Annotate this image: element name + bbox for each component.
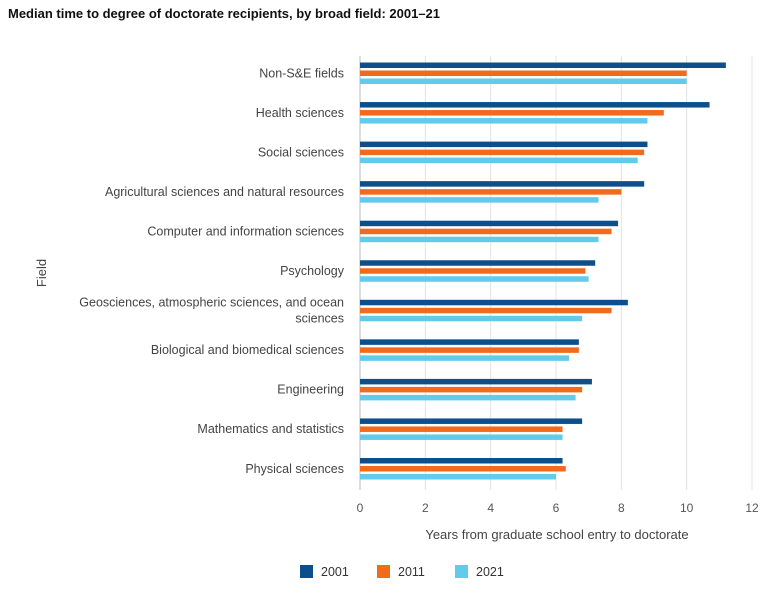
x-tick-label: 10: [680, 501, 694, 515]
legend-swatch-2021: [455, 565, 468, 578]
bar-2011: [360, 228, 612, 235]
bar-2011: [360, 149, 645, 156]
category-label: sciences: [295, 312, 344, 326]
bar-2021: [360, 315, 583, 322]
bar-2011: [360, 347, 579, 353]
bar-2011: [360, 110, 664, 116]
bar-2021: [360, 355, 570, 361]
category-label: Geosciences, atmospheric sciences, and o…: [79, 296, 344, 310]
legend-swatch-2001: [300, 565, 313, 578]
category-label: Social sciences: [258, 145, 344, 159]
x-tick-label: 4: [487, 501, 494, 515]
x-tick-label: 2: [422, 501, 429, 515]
bar-2001: [360, 141, 648, 148]
category-label: Psychology: [280, 264, 345, 278]
y-axis-title: Field: [34, 259, 49, 287]
bar-2021: [360, 474, 556, 480]
category-label: Non-S&E fields: [259, 66, 344, 80]
bar-2001: [360, 181, 645, 187]
bar-2011: [360, 268, 586, 274]
bar-2001: [360, 299, 628, 306]
x-tick-label: 0: [357, 501, 364, 515]
bar-2021: [360, 197, 599, 203]
bar-2011: [360, 307, 612, 314]
bar-2001: [360, 62, 726, 68]
bar-2001: [360, 260, 596, 266]
category-label: Computer and information sciences: [147, 224, 344, 238]
bar-2021: [360, 434, 563, 440]
bar-2021: [360, 276, 589, 282]
category-label: Biological and biomedical sciences: [151, 343, 344, 357]
legend-label: 2021: [476, 565, 504, 579]
category-label: Physical sciences: [245, 462, 344, 476]
bar-2021: [360, 78, 687, 84]
bar-2021: [360, 236, 599, 243]
category-label: Engineering: [277, 383, 344, 397]
bar-2001: [360, 458, 563, 464]
bar-2001: [360, 378, 592, 385]
category-label: Mathematics and statistics: [197, 422, 344, 436]
bar-2001: [360, 102, 710, 108]
bar-2021: [360, 157, 638, 164]
legend-label: 2011: [398, 565, 425, 579]
x-tick-label: 8: [618, 501, 625, 515]
category-label: Health sciences: [256, 106, 344, 120]
bar-2021: [360, 394, 576, 401]
category-label: Agricultural sciences and natural resour…: [105, 185, 344, 199]
chart-title: Median time to degree of doctorate recip…: [8, 6, 441, 21]
legend-swatch-2011: [377, 565, 390, 578]
bar-2011: [360, 426, 563, 432]
bar-2011: [360, 189, 622, 195]
bar-2001: [360, 220, 619, 227]
bar-2011: [360, 386, 583, 393]
legend-label: 2001: [321, 565, 349, 579]
bar-2001: [360, 339, 579, 345]
x-axis-title: Years from graduate school entry to doct…: [425, 527, 688, 542]
bar-2011: [360, 466, 566, 472]
bar-2021: [360, 118, 648, 124]
x-tick-label: 6: [553, 501, 560, 515]
bar-2001: [360, 418, 583, 424]
x-tick-label: 12: [745, 501, 759, 515]
bar-2011: [360, 70, 687, 76]
